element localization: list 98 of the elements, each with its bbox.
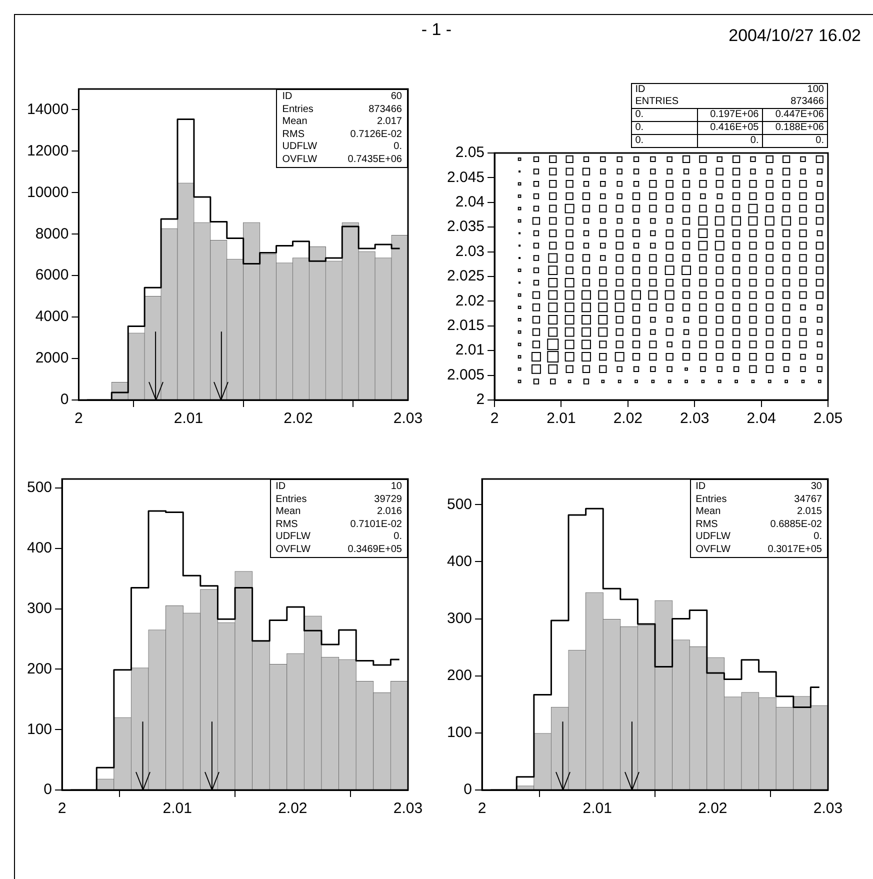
y-tick-label: 500 <box>446 496 472 513</box>
text: 0. <box>696 135 762 147</box>
x-tick-label: 2.01 <box>174 410 204 428</box>
y-tick-label: 10000 <box>26 184 69 201</box>
y-tick-label: 2.03 <box>455 242 485 260</box>
annotation: ID <box>696 481 706 494</box>
annotation: 2.017 <box>376 116 402 128</box>
annotation: 0.6885E-02 <box>770 518 822 531</box>
y-tick-label: 500 <box>26 479 52 496</box>
y-tick-label: 2.025 <box>446 268 485 285</box>
y-tick-label: 2.005 <box>446 366 485 384</box>
annotation: ID <box>282 91 292 104</box>
annotation: UDFLW <box>282 141 318 154</box>
chart-title: - 1 - <box>421 20 452 39</box>
y-tick-label: 2.04 <box>455 194 485 211</box>
y-tick-label: 300 <box>26 600 52 617</box>
annotation: 0. <box>814 531 822 544</box>
text: 0.416E+05 <box>696 122 762 134</box>
x-tick-label: 2.03 <box>393 410 423 428</box>
y-tick-label: 2.02 <box>455 292 485 310</box>
x-tick-label: 2.02 <box>278 800 308 818</box>
annotation: OVFLW <box>276 544 310 556</box>
y-tick-label: 400 <box>446 552 472 570</box>
text: 0. <box>634 109 645 121</box>
annotation: Mean <box>282 116 308 128</box>
annotation: 873466 <box>368 104 402 116</box>
y-tick-label: 200 <box>26 660 52 678</box>
y-tick-label: 2.015 <box>446 317 485 334</box>
annotation: 0.3017E+05 <box>768 544 822 556</box>
y-tick-label: 2.045 <box>446 168 485 186</box>
y-tick-label: 300 <box>446 610 472 627</box>
y-tick-label: 400 <box>26 540 52 557</box>
x-tick-label: 2 <box>490 410 499 428</box>
text: 0. <box>634 122 645 134</box>
annotation: 10 <box>390 481 402 494</box>
annotation: 0.7101E-02 <box>350 518 402 531</box>
y-tick-label: 2000 <box>35 350 69 367</box>
annotation: Entries <box>282 104 314 116</box>
y-tick-label: 0 <box>464 781 472 798</box>
y-tick-label: 100 <box>446 724 472 742</box>
annotation: 2.016 <box>376 506 402 518</box>
text: ID <box>635 84 646 96</box>
x-tick-label: 2.01 <box>546 410 576 428</box>
y-tick-label: 0 <box>60 391 69 408</box>
annotation: RMS <box>276 518 298 531</box>
annotation: 34767 <box>794 494 822 506</box>
annotation: 0. <box>394 141 402 154</box>
text: 0. <box>762 135 827 147</box>
text: ENTRIES <box>635 96 679 108</box>
annotation: RMS <box>696 518 718 531</box>
annotation: OVFLW <box>282 154 318 166</box>
y-tick-label: 6000 <box>35 266 69 284</box>
text: 0.188E+06 <box>762 122 827 134</box>
x-tick-label: 2.01 <box>162 800 192 818</box>
x-tick-label: 2 <box>74 410 83 428</box>
x-tick-label: 2.02 <box>698 800 728 818</box>
annotation: 60 <box>390 91 402 104</box>
x-tick-label: 2.03 <box>393 800 423 818</box>
annotation: Entries <box>696 494 727 506</box>
chart-title: 2004/10/27 16.02 <box>728 26 861 46</box>
annotation: OVFLW <box>696 544 730 556</box>
y-tick-label: 2.035 <box>446 218 485 236</box>
x-tick-label: 2.01 <box>582 800 612 818</box>
y-tick-label: 2.01 <box>455 342 485 359</box>
text: 0.447E+06 <box>762 109 827 121</box>
x-tick-label: 2.02 <box>284 410 313 428</box>
y-tick-label: 2.05 <box>455 144 485 162</box>
text: 873466 <box>790 96 824 108</box>
y-tick-label: 100 <box>26 720 52 738</box>
y-tick-label: 4000 <box>35 308 69 326</box>
annotation: 0. <box>394 531 402 544</box>
annotation: 0.7126E-02 <box>350 128 402 141</box>
annotation: Entries <box>276 494 307 506</box>
y-tick-label: 2 <box>476 391 485 408</box>
annotation: ID <box>276 481 286 494</box>
text: 0.197E+06 <box>696 109 762 121</box>
annotation: 0.7435E+06 <box>348 154 402 166</box>
text: 100 <box>807 84 824 96</box>
y-tick-label: 14000 <box>26 100 69 118</box>
y-tick-label: 12000 <box>26 142 69 160</box>
annotation: UDFLW <box>696 531 730 544</box>
annotation: Mean <box>276 506 301 518</box>
x-tick-label: 2.05 <box>813 410 843 428</box>
annotation: RMS <box>282 128 305 141</box>
y-tick-label: 8000 <box>35 225 69 242</box>
annotation: Mean <box>696 506 721 518</box>
y-tick-label: 200 <box>446 667 472 684</box>
y-tick-label: 0 <box>44 781 52 798</box>
annotation: UDFLW <box>276 531 310 544</box>
text: 0. <box>634 135 645 147</box>
annotation: 39729 <box>374 494 402 506</box>
x-tick-label: 2.04 <box>746 410 776 428</box>
x-tick-label: 2.02 <box>613 410 643 428</box>
x-tick-label: 2.03 <box>680 410 710 428</box>
annotation: 30 <box>810 481 822 494</box>
annotation: 0.3469E+05 <box>348 544 402 556</box>
annotation: 2.015 <box>796 506 822 518</box>
x-tick-label: 2.03 <box>813 800 843 818</box>
